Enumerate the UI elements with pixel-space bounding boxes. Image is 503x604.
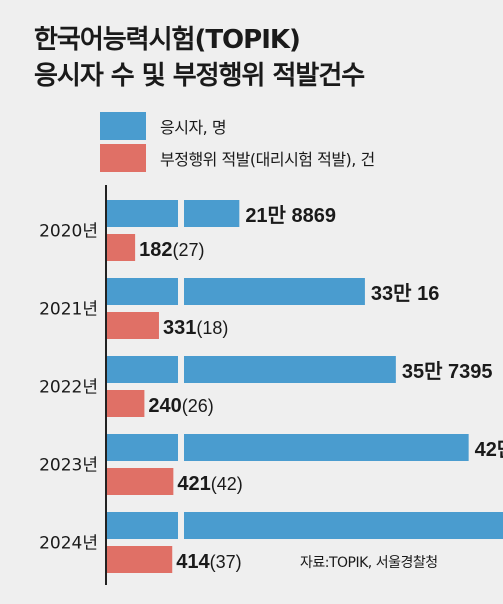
cheating-bar-0 <box>106 234 136 261</box>
legend-item-applicants: 응시자, 명 <box>100 112 227 140</box>
category-label-0: 2020년 <box>39 222 98 242</box>
applicant-bar-break-1 <box>178 277 184 306</box>
cheating-bar-3 <box>106 468 174 495</box>
applicant-bar-1 <box>106 278 365 305</box>
applicant-data-label-2: 35만 7395 <box>402 360 493 383</box>
category-label-1: 2021년 <box>39 300 98 320</box>
applicant-bar-4 <box>106 512 503 539</box>
legend-swatch-applicants <box>100 112 146 140</box>
applicant-bar-break-0 <box>178 199 184 228</box>
applicant-bar-0 <box>106 200 240 227</box>
cheating-data-label-4: 414(37) <box>176 551 241 573</box>
cheating-bar-1 <box>106 312 159 339</box>
category-label-2: 2022년 <box>39 378 98 398</box>
category-label-3: 2023년 <box>39 456 98 476</box>
applicant-bar-break-3 <box>178 433 184 462</box>
applicant-bar-3 <box>106 434 469 461</box>
chart-title: 한국어능력시험(TOPIK) 응시자 수 및 부정행위 적발건수 <box>34 22 494 94</box>
applicant-data-label-0: 21만 8869 <box>245 204 336 227</box>
applicant-data-label-1: 33만 16 <box>371 282 439 305</box>
applicant-data-label-3: 42만 1812 <box>475 438 503 461</box>
cheating-bar-4 <box>106 546 173 573</box>
title-line-2: 응시자 수 및 부정행위 적발건수 <box>34 61 365 91</box>
legend-label-cheating: 부정행위 적발(대리시험 적발), 건 <box>160 150 375 169</box>
cheating-data-label-2: 240(26) <box>148 395 213 417</box>
cheating-data-label-3: 421(42) <box>177 473 242 495</box>
legend-item-cheating: 부정행위 적발(대리시험 적발), 건 <box>100 144 375 172</box>
cheating-bar-2 <box>106 390 145 417</box>
applicant-bar-break-4 <box>178 511 184 540</box>
category-label-4: 2024년 <box>39 534 98 554</box>
legend-label-applicants: 응시자, 명 <box>160 118 227 137</box>
applicant-bar-break-2 <box>178 355 184 384</box>
applicant-bar-2 <box>106 356 396 383</box>
title-line-1: 한국어능력시험(TOPIK) <box>34 25 301 55</box>
source-note: 자료:TOPIK, 서울경찰청 <box>300 555 438 571</box>
cheating-data-label-1: 331(18) <box>163 317 228 339</box>
legend-swatch-cheating <box>100 144 146 172</box>
cheating-data-label-0: 182(27) <box>139 239 204 261</box>
